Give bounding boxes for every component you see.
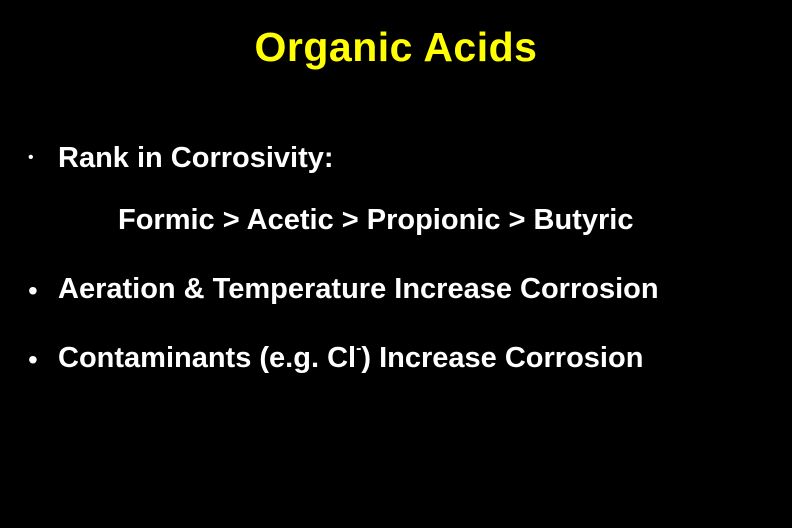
bullet-item: • Rank in Corrosivity:: [28, 140, 764, 176]
bullet-dot-icon: •: [28, 340, 58, 374]
bullet-item: • Contaminants (e.g. Cl-) Increase Corro…: [28, 340, 764, 376]
bullet-text: Aeration & Temperature Increase Corrosio…: [58, 271, 659, 307]
rank-line: Formic > Acetic > Propionic > Butyric: [118, 204, 764, 237]
slide: Organic Acids • Rank in Corrosivity: For…: [0, 0, 792, 528]
bullet-text-prefix: Contaminants (e.g. Cl: [58, 342, 356, 374]
slide-title: Organic Acids: [0, 24, 792, 71]
bullet-text: Rank in Corrosivity:: [58, 140, 334, 176]
bullet-item: • Aeration & Temperature Increase Corros…: [28, 271, 764, 307]
bullet-dot-icon: •: [28, 271, 58, 305]
slide-body: • Rank in Corrosivity: Formic > Acetic >…: [28, 140, 764, 376]
bullet-text-suffix: ) Increase Corrosion: [361, 342, 643, 374]
bullet-text: Contaminants (e.g. Cl-) Increase Corrosi…: [58, 340, 643, 376]
bullet-dot-icon: •: [28, 140, 58, 166]
superscript: -: [356, 340, 361, 357]
